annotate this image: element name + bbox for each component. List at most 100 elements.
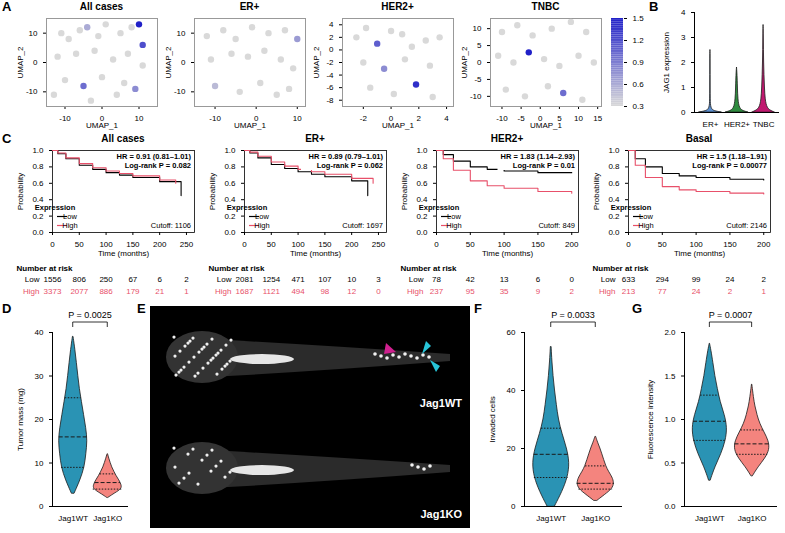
svg-text:200: 200 <box>757 240 771 249</box>
svg-text:0.6: 0.6 <box>32 179 44 188</box>
svg-text:1556: 1556 <box>44 275 62 284</box>
svg-text:0: 0 <box>242 240 247 249</box>
svg-text:Jag1WT: Jag1WT <box>536 514 566 523</box>
svg-text:50: 50 <box>75 240 84 249</box>
svg-text:10: 10 <box>35 459 44 468</box>
svg-text:-2: -2 <box>326 58 334 67</box>
svg-text:0.8: 0.8 <box>32 162 44 171</box>
svg-text:Number at risk: Number at risk <box>401 264 458 273</box>
svg-text:Cutoff: 2146: Cutoff: 2146 <box>726 221 767 230</box>
svg-text:0.6: 0.6 <box>224 179 236 188</box>
svg-text:4: 4 <box>681 8 686 17</box>
svg-text:ER+: ER+ <box>703 120 719 129</box>
svg-text:2: 2 <box>681 58 686 67</box>
svg-text:Cutoff: 1697: Cutoff: 1697 <box>342 221 383 230</box>
svg-text:4: 4 <box>444 114 449 123</box>
svg-text:10: 10 <box>574 114 583 123</box>
svg-text:0: 0 <box>50 240 55 249</box>
svg-text:P = 0.0007: P = 0.0007 <box>709 310 753 320</box>
svg-text:13: 13 <box>500 275 509 284</box>
svg-text:Time (months): Time (months) <box>290 249 342 258</box>
svg-text:200: 200 <box>345 240 359 249</box>
svg-text:35: 35 <box>500 287 509 296</box>
svg-text:5: 5 <box>477 41 482 50</box>
svg-text:24: 24 <box>725 275 734 284</box>
svg-text:UMAP_2: UMAP_2 <box>164 46 173 79</box>
svg-text:1121: 1121 <box>263 287 281 296</box>
svg-text:Time (months): Time (months) <box>482 249 534 258</box>
svg-text:0.6: 0.6 <box>633 80 645 89</box>
svg-text:250: 250 <box>372 240 386 249</box>
svg-text:UMAP_1: UMAP_1 <box>530 121 563 130</box>
svg-text:20: 20 <box>507 444 516 453</box>
svg-text:3373: 3373 <box>44 287 62 296</box>
svg-text:0: 0 <box>511 502 516 511</box>
svg-text:213: 213 <box>622 287 636 296</box>
svg-text:4: 4 <box>329 20 334 29</box>
svg-text:0: 0 <box>181 58 186 67</box>
svg-text:Probability: Probability <box>400 173 409 210</box>
svg-text:Time (months): Time (months) <box>98 249 150 258</box>
svg-text:250: 250 <box>99 275 113 284</box>
svg-text:0: 0 <box>681 108 686 117</box>
svg-text:-10: -10 <box>470 92 482 101</box>
svg-text:Jag1KO: Jag1KO <box>581 514 610 523</box>
svg-text:Cutoff: 849: Cutoff: 849 <box>538 221 575 230</box>
svg-text:3: 3 <box>681 33 686 42</box>
svg-text:-6: -6 <box>326 83 334 92</box>
svg-text:Time (months): Time (months) <box>674 249 726 258</box>
svg-text:2: 2 <box>329 33 334 42</box>
svg-text:0: 0 <box>434 240 439 249</box>
svg-text:Number at risk: Number at risk <box>17 264 74 273</box>
svg-text:1.0: 1.0 <box>608 146 620 155</box>
svg-text:UMAP_2: UMAP_2 <box>16 46 25 79</box>
svg-text:High: High <box>407 287 423 296</box>
svg-text:21: 21 <box>155 287 164 296</box>
svg-text:-10: -10 <box>496 114 508 123</box>
svg-text:1: 1 <box>681 83 686 92</box>
svg-text:High: High <box>254 221 269 230</box>
svg-text:-8: -8 <box>326 96 334 105</box>
svg-text:2077: 2077 <box>70 287 88 296</box>
svg-text:0: 0 <box>39 502 44 511</box>
svg-text:-5: -5 <box>518 114 526 123</box>
svg-text:Log-rank P = 0.082: Log-rank P = 0.082 <box>125 161 191 170</box>
svg-text:Number at risk: Number at risk <box>209 264 266 273</box>
svg-text:150: 150 <box>723 240 737 249</box>
svg-text:0: 0 <box>329 45 334 54</box>
svg-text:HR = 0.89 (0.79–1.01): HR = 0.89 (0.79–1.01) <box>309 152 384 161</box>
svg-text:High: High <box>446 221 461 230</box>
svg-text:0.6: 0.6 <box>416 179 428 188</box>
svg-text:2: 2 <box>762 275 767 284</box>
svg-text:Expression: Expression <box>227 203 268 212</box>
svg-text:0.0: 0.0 <box>32 228 44 237</box>
svg-text:Low: Low <box>25 275 40 284</box>
svg-text:237: 237 <box>430 287 444 296</box>
svg-text:1254: 1254 <box>262 275 280 284</box>
svg-text:HR = 0.91 (0.81–1.01): HR = 0.91 (0.81–1.01) <box>117 152 192 161</box>
svg-text:0.8: 0.8 <box>416 162 428 171</box>
svg-text:-2: -2 <box>360 114 368 123</box>
svg-text:150: 150 <box>531 240 545 249</box>
svg-text:UMAP_2: UMAP_2 <box>312 46 321 79</box>
svg-text:0.8: 0.8 <box>224 162 236 171</box>
svg-text:Cutoff: 1106: Cutoff: 1106 <box>151 221 191 230</box>
svg-text:Jag1WT: Jag1WT <box>58 514 88 523</box>
svg-text:-5: -5 <box>474 75 482 84</box>
svg-text:806: 806 <box>73 275 87 284</box>
svg-text:200: 200 <box>153 240 167 249</box>
svg-text:High: High <box>62 221 77 230</box>
svg-text:40: 40 <box>507 386 516 395</box>
svg-text:10: 10 <box>135 114 144 123</box>
svg-text:10: 10 <box>177 29 186 38</box>
svg-text:P = 0.0025: P = 0.0025 <box>68 310 112 320</box>
svg-text:10: 10 <box>473 24 482 33</box>
svg-text:Log-rank P = 0.01: Log-rank P = 0.01 <box>513 161 575 170</box>
svg-text:95: 95 <box>466 287 475 296</box>
svg-text:UMAP_1: UMAP_1 <box>86 121 119 130</box>
svg-text:20: 20 <box>35 415 44 424</box>
svg-text:9: 9 <box>536 287 541 296</box>
svg-text:-10: -10 <box>26 87 38 96</box>
svg-text:6: 6 <box>536 275 541 284</box>
svg-text:1.0: 1.0 <box>224 146 236 155</box>
